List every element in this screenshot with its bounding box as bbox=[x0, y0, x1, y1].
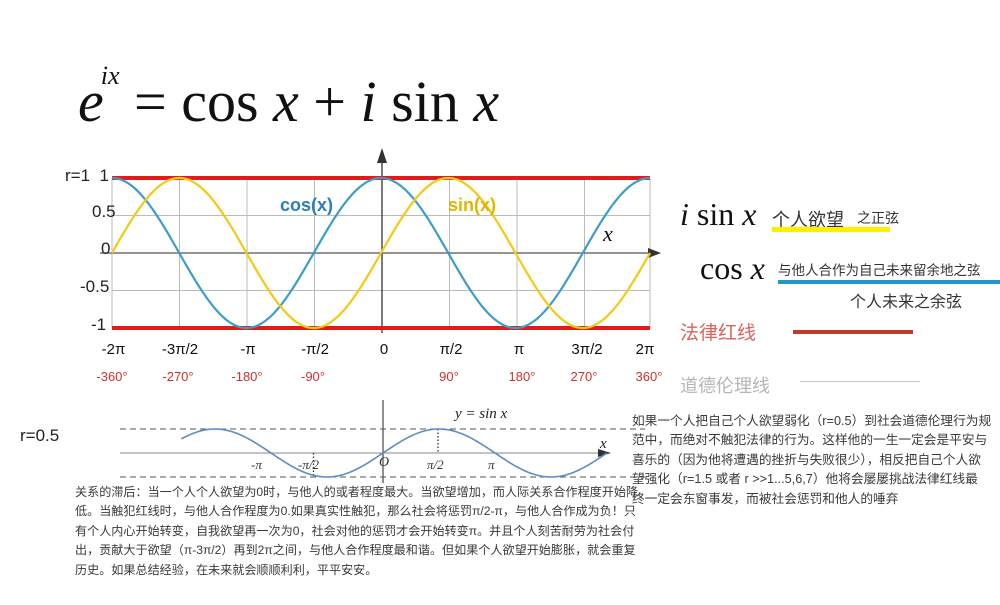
svg-text:O: O bbox=[379, 455, 389, 470]
svg-text:x: x bbox=[602, 221, 613, 246]
svg-text:sin(x): sin(x) bbox=[448, 195, 496, 215]
svg-text:cos(x): cos(x) bbox=[280, 195, 333, 215]
svg-text:x: x bbox=[599, 436, 607, 452]
svg-text:π: π bbox=[488, 457, 495, 472]
svg-text:y = sin x: y = sin x bbox=[453, 406, 508, 422]
svg-text:-π/2: -π/2 bbox=[298, 457, 319, 472]
svg-text:-π: -π bbox=[251, 457, 262, 472]
svg-text:π/2: π/2 bbox=[427, 457, 444, 472]
